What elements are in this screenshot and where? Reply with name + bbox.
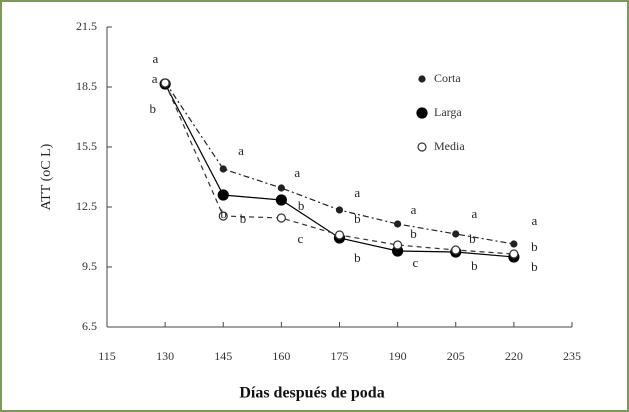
x-tick-label: 190 (389, 349, 407, 363)
marker (509, 249, 519, 259)
marker (276, 213, 286, 223)
marker (510, 240, 518, 248)
x-tick-label: 130 (156, 349, 174, 363)
annotation: b (471, 258, 478, 273)
marker (416, 107, 428, 119)
marker (393, 240, 403, 250)
y-tick-label: 15.5 (76, 139, 97, 153)
annotation: a (294, 165, 300, 180)
annotation: c (413, 255, 419, 270)
x-tick-label: 220 (505, 349, 523, 363)
annotation: a (354, 185, 360, 200)
marker (160, 78, 170, 88)
annotation: b (531, 239, 538, 254)
marker (217, 189, 229, 201)
y-tick-label: 21.5 (76, 19, 97, 33)
annotation: b (220, 206, 227, 221)
legend-label: Larga (434, 105, 462, 119)
annotation: b (354, 250, 361, 265)
marker (418, 75, 426, 83)
annotation: a (532, 213, 538, 228)
annotation: b (531, 259, 538, 274)
y-tick-label: 6.5 (82, 319, 97, 333)
y-tick-label: 9.5 (82, 259, 97, 273)
annotation: b (469, 231, 476, 246)
y-axis-label: ATT (oC L) (39, 143, 54, 210)
legend-label: Media (434, 139, 465, 153)
marker (417, 142, 427, 152)
x-tick-label: 175 (331, 349, 349, 363)
annotation: b (298, 198, 305, 213)
marker (219, 165, 227, 173)
marker (451, 245, 461, 255)
marker (452, 230, 460, 238)
marker (394, 220, 402, 228)
marker (275, 194, 287, 206)
x-tick-label: 235 (563, 349, 581, 363)
x-tick-label: 145 (214, 349, 232, 363)
annotation: b (354, 211, 361, 226)
annotation: a (238, 143, 244, 158)
annotation: a (471, 206, 477, 221)
x-tick-label: 160 (272, 349, 290, 363)
annotation: a (153, 51, 159, 66)
y-tick-label: 12.5 (76, 199, 97, 213)
annotation: b (410, 226, 417, 241)
x-tick-label: 205 (447, 349, 465, 363)
marker (335, 206, 344, 214)
annotation: c (297, 231, 303, 246)
x-axis-label: Días después de poda (239, 385, 384, 402)
legend-label: Corta (434, 71, 461, 85)
annotation: a (411, 202, 417, 217)
marker (277, 184, 285, 192)
y-tick-label: 18.5 (76, 79, 97, 93)
x-tick-label: 115 (98, 349, 116, 363)
annotation: b (240, 211, 247, 226)
marker (334, 230, 345, 240)
marker (218, 211, 228, 221)
annotation: b (149, 101, 156, 116)
annotation: a (152, 71, 158, 86)
